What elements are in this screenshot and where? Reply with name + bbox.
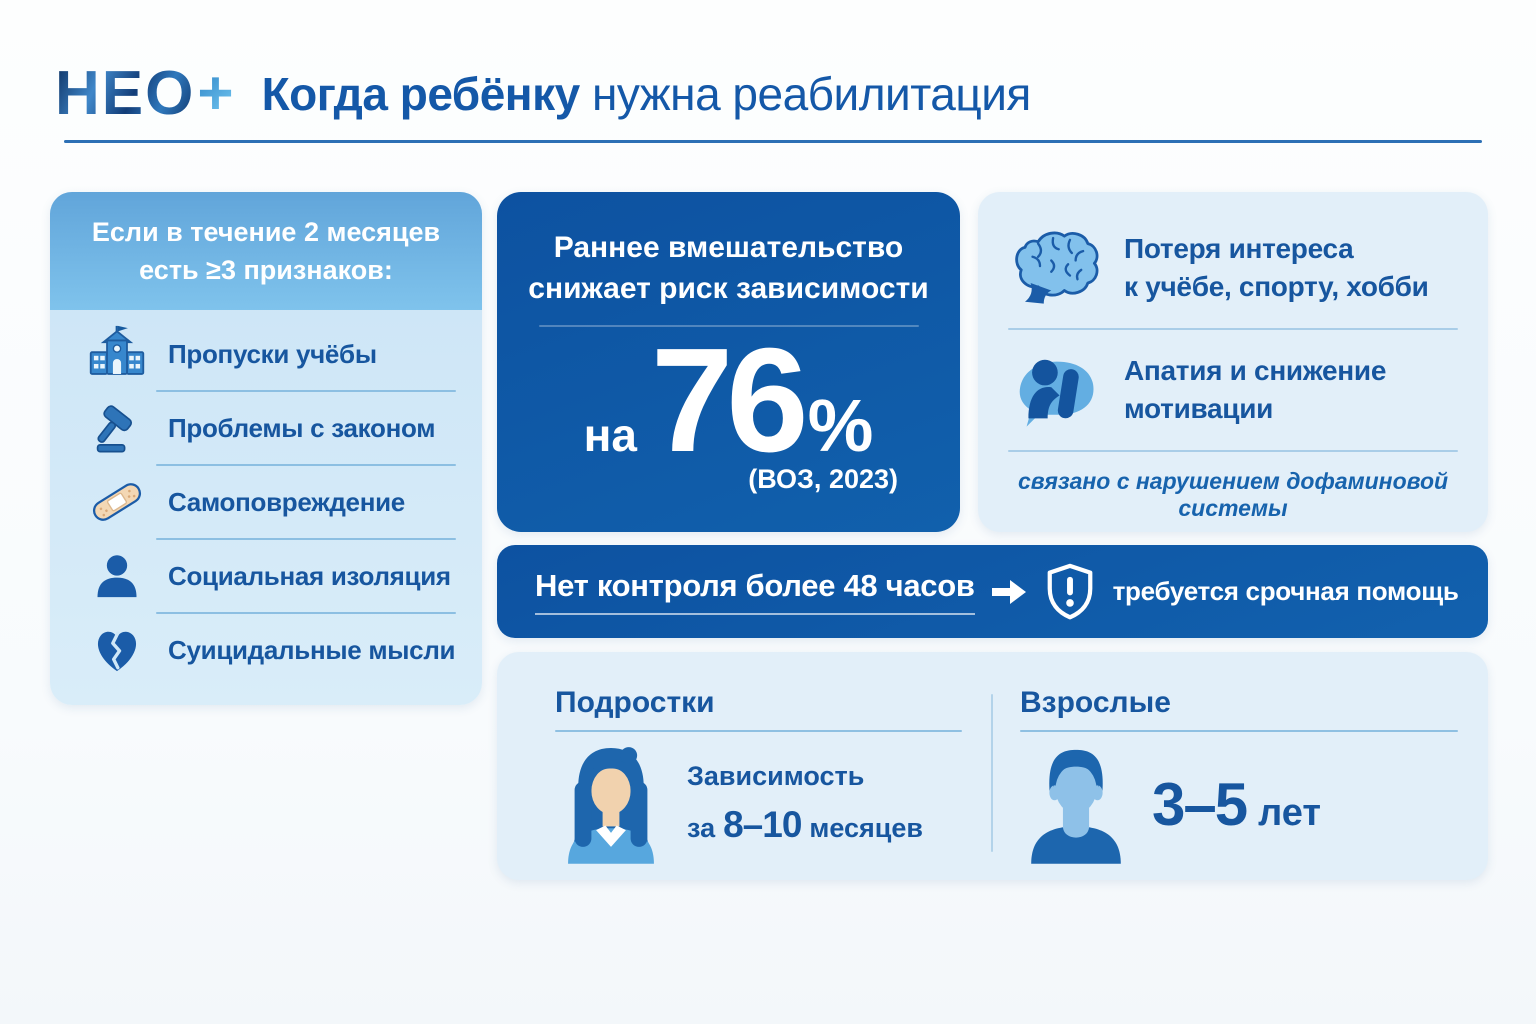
list-item: Самоповреждение — [86, 466, 456, 538]
adults-value: 3–5 — [1152, 770, 1248, 838]
adults-column: Взрослые 3–5 лет — [992, 652, 1488, 880]
bandage-icon — [86, 473, 148, 531]
symptom-row: Потеря интереса к учёбе, спорту, хобби — [1008, 208, 1458, 328]
criteria-heading-line1: Если в течение 2 месяцев — [91, 216, 441, 247]
list-item: Проблемы с законом — [86, 392, 456, 464]
symptoms-note: связано с нарушением дофаминовой системы — [1017, 468, 1449, 521]
stat-divider — [538, 325, 919, 327]
teens-value: 8–10 — [723, 803, 802, 845]
shield-exclamation-icon — [1043, 563, 1097, 621]
logo-text-neo: НЕО — [55, 59, 196, 128]
alert-action: требуется срочная помощь — [1112, 576, 1459, 606]
alert-condition: Нет контроля более 48 часов — [535, 568, 975, 615]
header-divider — [64, 140, 1482, 143]
timeline-panel: Подростки — [497, 652, 1488, 880]
person-icon — [86, 550, 148, 602]
stat-line1: Раннее вмешательство — [553, 231, 904, 264]
page-title-bold: Когда ребёнку — [261, 68, 581, 120]
list-divider — [156, 464, 456, 466]
list-item: Пропуски учёбы — [86, 318, 456, 390]
criteria-item-label: Социальная изоляция — [168, 560, 451, 591]
symptoms-divider — [1008, 328, 1458, 330]
symptom-line1: Апатия и снижение — [1124, 355, 1387, 387]
symptom-line1: Потеря интереса — [1124, 233, 1354, 265]
teens-text: Зависимость за 8–10 месяцев — [687, 756, 923, 852]
stat-unit: % — [807, 384, 874, 467]
teens-suffix: месяцев — [809, 812, 924, 843]
list-divider — [156, 538, 456, 540]
apathy-icon — [1008, 348, 1102, 432]
list-item: Социальная изоляция — [86, 540, 456, 612]
adults-suffix: лет — [1258, 791, 1321, 834]
stat-panel: Раннее вмешательство снижает риск зависи… — [497, 192, 960, 532]
broken-heart-icon — [86, 623, 148, 677]
header: НЕО + Когда ребёнку нужна реабилитация — [55, 48, 1031, 140]
brain-icon — [1008, 228, 1102, 308]
stat-source: (ВОЗ, 2023) — [748, 464, 898, 495]
list-item: Суицидальные мысли — [86, 614, 456, 686]
symptoms-divider — [1008, 450, 1458, 452]
stat-prefix: на — [583, 409, 637, 461]
criteria-item-label: Проблемы с законом — [168, 412, 436, 443]
gavel-icon — [86, 401, 148, 455]
teen-girl-avatar — [555, 742, 667, 866]
list-divider — [156, 390, 456, 392]
criteria-item-label: Пропуски учёбы — [168, 338, 377, 369]
teens-prefix: за — [687, 812, 716, 843]
timeline-column-divider — [991, 694, 993, 852]
criteria-panel: Если в течение 2 месяцев есть ≥3 признак… — [50, 192, 482, 705]
teens-line1: Зависимость — [687, 761, 865, 791]
symptom-line2: мотивации — [1124, 393, 1274, 424]
criteria-item-label: Самоповреждение — [168, 486, 405, 517]
teens-underline — [555, 730, 962, 732]
criteria-list: Пропуски учёбы Проблемы с законом — [50, 310, 482, 686]
page-title-rest: нужна реабилитация — [591, 68, 1031, 120]
stat-line2: снижает риск зависимости — [528, 271, 929, 305]
stat-value: 76 — [650, 318, 809, 483]
symptom-row: Апатия и снижение мотивации — [1008, 330, 1458, 450]
adults-title: Взрослые — [1020, 686, 1171, 719]
adult-man-avatar — [1020, 742, 1132, 866]
symptom-text: Потеря интереса к учёбе, спорту, хобби — [1124, 230, 1429, 305]
adults-text: 3–5 лет — [1152, 770, 1321, 839]
criteria-panel-heading: Если в течение 2 месяцев есть ≥3 признак… — [50, 192, 482, 310]
page-title: Когда ребёнку нужна реабилитация — [261, 67, 1032, 121]
symptom-line2: к учёбе, спорту, хобби — [1124, 271, 1429, 302]
criteria-heading-line2: есть ≥3 признаков: — [139, 255, 393, 285]
list-divider — [156, 612, 456, 614]
arrow-right-icon — [991, 576, 1027, 608]
teens-title: Подростки — [555, 686, 715, 719]
teens-column: Подростки — [497, 652, 992, 880]
logo-plus-icon: + — [197, 59, 236, 128]
adults-underline — [1020, 730, 1458, 732]
stat-value-group: на 76 % — [497, 318, 960, 483]
criteria-item-label: Суицидальные мысли — [168, 634, 456, 665]
symptoms-panel: Потеря интереса к учёбе, спорту, хобби А… — [978, 192, 1488, 532]
alert-banner: Нет контроля более 48 часов требуется ср… — [497, 545, 1488, 638]
school-icon — [86, 325, 148, 383]
neo-plus-logo: НЕО + — [55, 63, 236, 125]
symptom-text: Апатия и снижение мотивации — [1124, 352, 1386, 427]
